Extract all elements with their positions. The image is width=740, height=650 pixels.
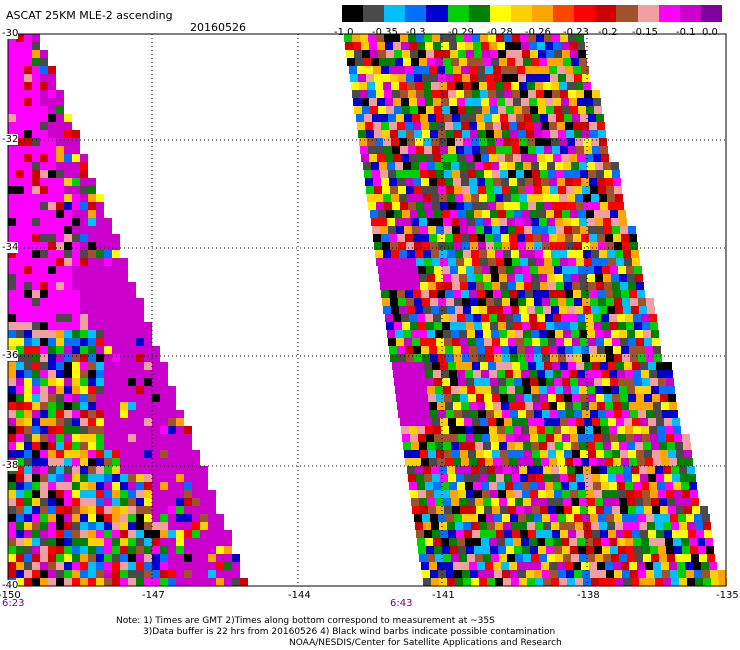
longitude-label: -147 bbox=[142, 590, 165, 601]
note-line-3: NOAA/NESDIS/Center for Satellite Applica… bbox=[289, 638, 562, 648]
colorbar-tick-label: -1.0 bbox=[334, 27, 354, 38]
colorbar-segment bbox=[616, 5, 638, 22]
plot-frame bbox=[7, 33, 727, 587]
latitude-label: -30 bbox=[2, 28, 19, 39]
colorbar-segment bbox=[658, 5, 680, 22]
time-label-right: 6:43 bbox=[390, 598, 413, 609]
colorbar-tick-label: -0.28 bbox=[487, 27, 513, 38]
colorbar-segment bbox=[468, 5, 490, 22]
longitude-label: -138 bbox=[577, 590, 600, 601]
note-line-2: 3)Data buffer is 22 hrs from 20160526 4)… bbox=[143, 627, 556, 637]
colorbar-segment bbox=[489, 5, 511, 22]
colorbar-tick-label: -0.26 bbox=[525, 27, 551, 38]
colorbar bbox=[342, 5, 722, 22]
colorbar-segment bbox=[637, 5, 659, 22]
colorbar-tick-label: -0.1 bbox=[676, 27, 696, 38]
latitude-label: -32 bbox=[2, 134, 19, 145]
colorbar-tick-label: -0.2 bbox=[598, 27, 618, 38]
chart-title: ASCAT 25KM MLE-2 ascending bbox=[6, 9, 173, 22]
colorbar-segment bbox=[426, 5, 448, 22]
longitude-label: -135 bbox=[716, 590, 739, 601]
longitude-label: -150 bbox=[0, 590, 21, 601]
colorbar-segment bbox=[384, 5, 406, 22]
colorbar-segment bbox=[510, 5, 532, 22]
latitude-label: -40 bbox=[2, 580, 19, 591]
colorbar-segment bbox=[679, 5, 701, 22]
chart-date: 20160526 bbox=[190, 21, 246, 34]
note-line-1: Note: 1) Times are GMT 2)Times along bot… bbox=[116, 616, 495, 626]
colorbar-tick-label: 0.0 bbox=[702, 27, 718, 38]
colorbar-segment bbox=[447, 5, 469, 22]
colorbar-tick-label: -0.3 bbox=[406, 27, 426, 38]
latitude-label: -38 bbox=[2, 460, 19, 471]
colorbar-tick-label: -0.15 bbox=[632, 27, 658, 38]
colorbar-segment bbox=[595, 5, 617, 22]
colorbar-segment bbox=[531, 5, 554, 22]
colorbar-segment bbox=[553, 5, 575, 22]
time-label-left: 6:23 bbox=[2, 598, 25, 609]
colorbar-segment bbox=[342, 5, 364, 22]
swath-cells bbox=[8, 34, 727, 586]
colorbar-segment bbox=[574, 5, 596, 22]
colorbar-segment bbox=[405, 5, 427, 22]
longitude-label: -141 bbox=[432, 590, 455, 601]
grid-lines bbox=[8, 34, 726, 586]
latitude-label: -36 bbox=[2, 350, 19, 361]
colorbar-segment bbox=[363, 5, 385, 22]
colorbar-tick-label: -0.35 bbox=[372, 27, 398, 38]
swath-map bbox=[7, 33, 727, 587]
longitude-label: -144 bbox=[288, 590, 311, 601]
colorbar-tick-label: -0.23 bbox=[563, 27, 589, 38]
latitude-label: -34 bbox=[2, 242, 19, 253]
colorbar-tick-label: -0.29 bbox=[448, 27, 474, 38]
colorbar-segment bbox=[700, 5, 722, 22]
